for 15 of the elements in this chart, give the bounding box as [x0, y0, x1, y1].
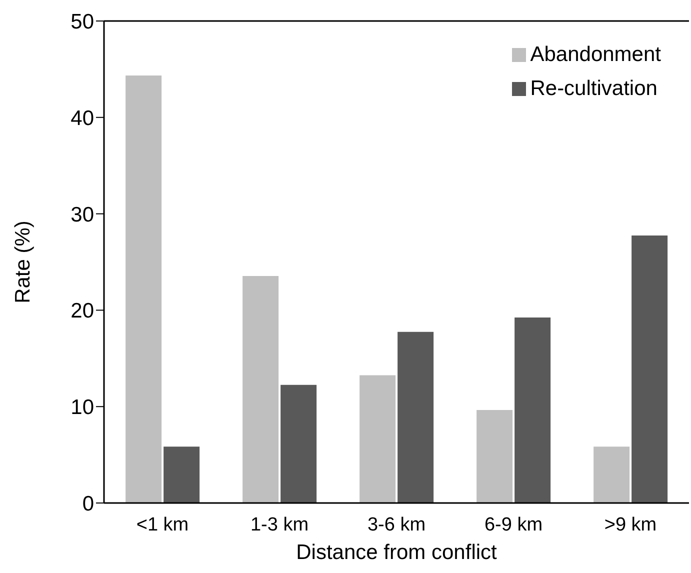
- y-tick-label: 50: [70, 10, 94, 34]
- x-tick-label: 1-3 km: [250, 514, 309, 536]
- y-axis-title: Rate (%): [11, 220, 34, 304]
- legend-label: Re-cultivation: [530, 77, 658, 100]
- y-tick-label: 10: [70, 396, 94, 420]
- legend-label: Abandonment: [530, 43, 661, 66]
- y-tick-label: 40: [70, 106, 94, 130]
- x-tick-label: 6-9 km: [484, 514, 543, 536]
- x-tick-label: >9 km: [604, 514, 657, 536]
- y-tick-label: 20: [70, 300, 94, 323]
- x-tick-label: 3-6 km: [367, 514, 426, 536]
- y-tick-label: 30: [70, 203, 94, 226]
- x-axis-title: Distance from conflict: [296, 541, 498, 564]
- x-tick-label: <1 km: [136, 514, 189, 536]
- y-tick-label: 0: [82, 492, 94, 516]
